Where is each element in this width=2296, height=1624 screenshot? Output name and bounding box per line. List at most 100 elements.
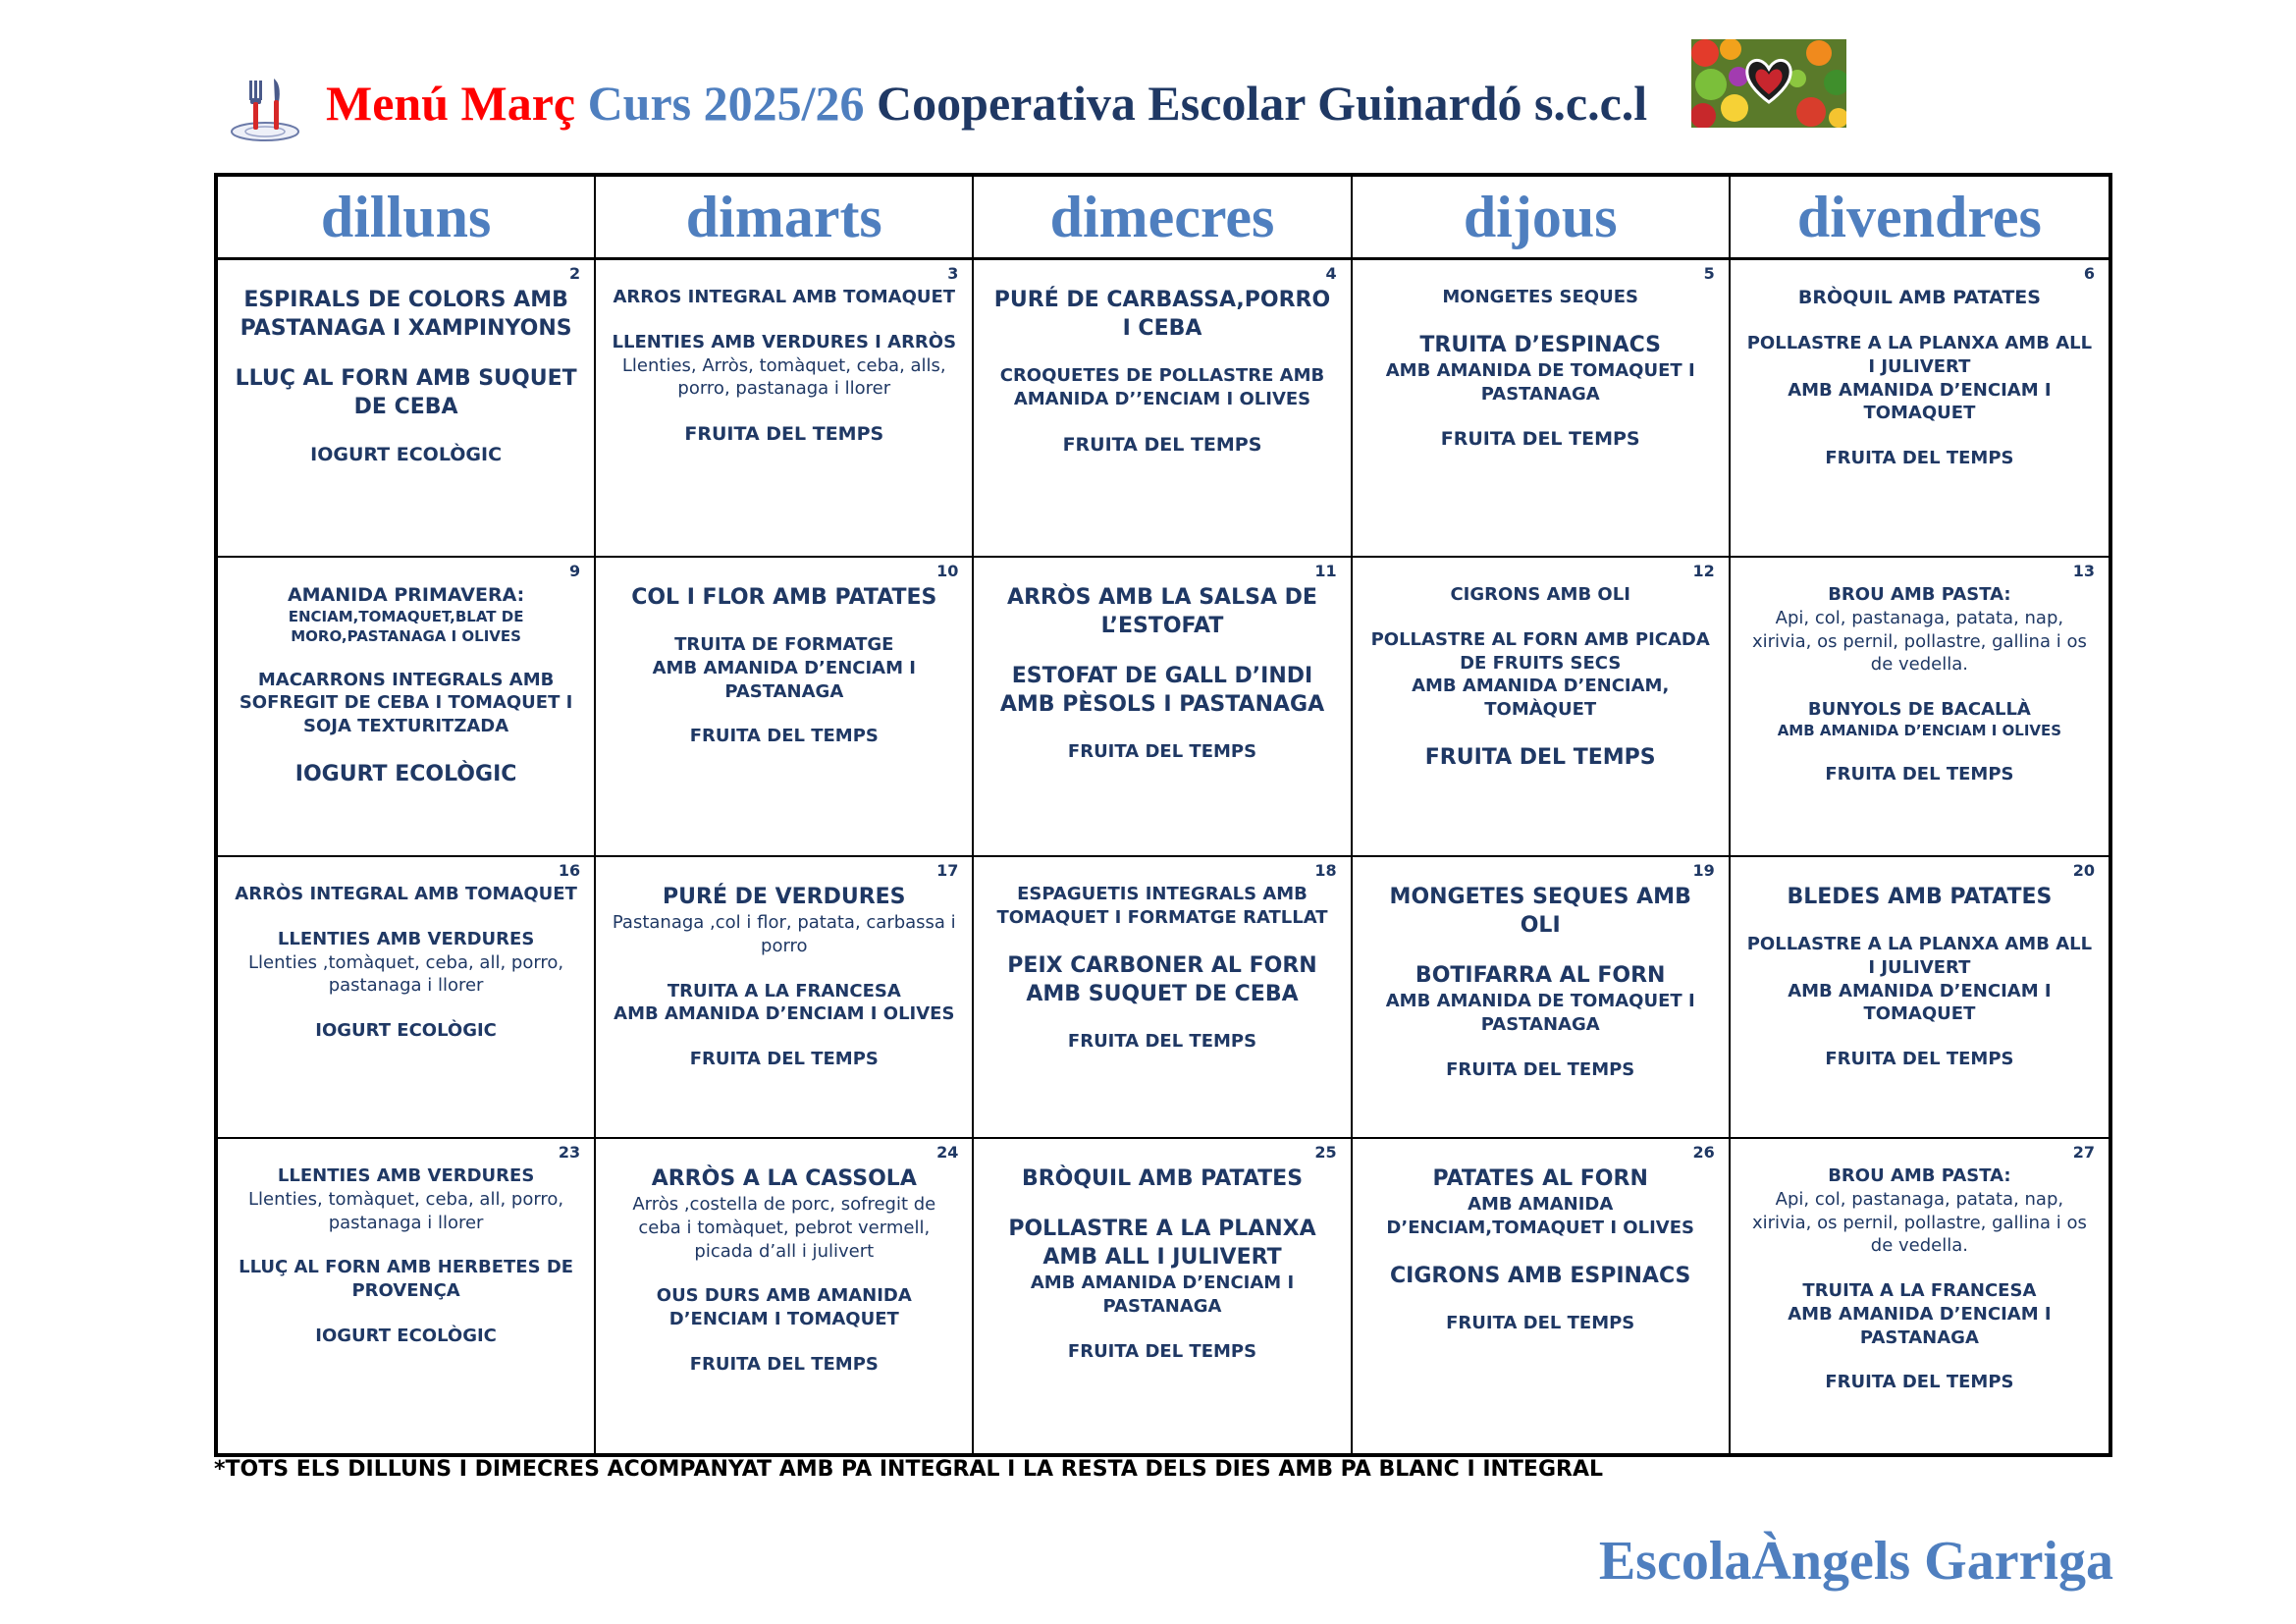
menu-dish: TRUITA D’ESPINACS: [1419, 332, 1661, 357]
day-number: 19: [1692, 861, 1715, 880]
day-number: 18: [1314, 861, 1337, 880]
school-name: EscolaÀngels Garriga: [1598, 1531, 2113, 1592]
menu-dish: Llenties ,tomàquet, ceba, all, porro, pa…: [248, 951, 564, 997]
spacer: [610, 1263, 958, 1284]
menu-dish: FRUITA DEL TEMPS: [689, 726, 879, 747]
spacer: [610, 612, 958, 633]
day-header-4: divendres: [1730, 177, 2109, 260]
menu-dish: POLLASTRE A LA PLANXA AMB ALL I JULIVERT: [1746, 934, 2093, 978]
spacer: [1744, 911, 2095, 933]
spacer: [232, 647, 580, 669]
spacer: [988, 1319, 1336, 1340]
menu-dish: AMB AMANIDA D’ENCIAM, TOMÀQUET: [1412, 676, 1670, 720]
menu-dish: ESPAGUETIS INTEGRALS AMB TOMAQUET I FORM…: [996, 884, 1328, 928]
menu-day-cell: 3 ARROS INTEGRAL AMB TOMAQUET LLENTIES AMB…: [596, 260, 975, 558]
menu-dish: IOGURT ECOLÒGIC: [315, 1325, 497, 1346]
menu-dish: Llenties, Arròs, tomàquet, ceba, alls, p…: [621, 354, 946, 400]
menu-day-cell: 6 BRÒQUIL AMB PATATES POLLASTRE A LA PLANX…: [1730, 260, 2109, 558]
day-header-1: dimarts: [596, 177, 975, 260]
menu-grid: dilluns dimarts dimecres dijous divendres 2 ES…: [214, 173, 2112, 1457]
spacer: [232, 1234, 580, 1256]
spacer: [1366, 1290, 1715, 1312]
menu-day-cell: 20 BLEDES AMB PATATES POLLASTRE A LA PLANX…: [1730, 857, 2109, 1139]
menu-dish: BUNYOLS DE BACALLÀ: [1807, 699, 2031, 720]
spacer: [988, 719, 1336, 740]
cutlery-plate-icon: [231, 79, 299, 141]
spacer: [1744, 741, 2095, 763]
menu-dish: FRUITA DEL TEMPS: [689, 1353, 879, 1375]
title-course: Curs 2025/26: [587, 76, 865, 131]
day-number: 12: [1692, 562, 1715, 580]
menu-dish: PATATES AL FORN: [1432, 1166, 1648, 1191]
menu-dish: IOGURT ECOLÒGIC: [294, 761, 517, 786]
menu-day-cell: 18 ESPAGUETIS INTEGRALS AMB TOMAQUET I FO…: [974, 857, 1353, 1139]
menu-dish: MACARRONS INTEGRALS AMB SOFREGIT DE CEBA…: [239, 669, 573, 737]
menu-dish: AMB AMANIDA D’ENCIAM I PASTANAGA: [1030, 1272, 1295, 1317]
spacer: [1744, 1349, 2095, 1371]
day-number: 9: [569, 562, 581, 580]
menu-day-cell: 24 ARRÒS A LA CASSOLA Arròs ,costella de p…: [596, 1139, 975, 1453]
menu-dish: AMANIDA PRIMAVERA:: [287, 584, 525, 606]
day-number: 6: [2083, 264, 2095, 283]
menu-dish: FRUITA DEL TEMPS: [1067, 741, 1257, 763]
spacer: [610, 958, 958, 980]
menu-dish: FRUITA DEL TEMPS: [1446, 1312, 1635, 1333]
menu-dish: TRUITA A LA FRANCESA: [1802, 1280, 2037, 1301]
menu-dish: IOGURT ECOLÒGIC: [315, 1020, 497, 1041]
menu-dish: FRUITA DEL TEMPS: [684, 423, 884, 445]
menu-dish: POLLASTRE A LA PLANXA AMB ALL I JULIVERT: [1008, 1217, 1316, 1271]
day-header-2: dimecres: [974, 177, 1353, 260]
menu-dish: FRUITA DEL TEMPS: [1440, 428, 1640, 451]
menu-dish: PURÉ DE VERDURES: [663, 885, 906, 909]
menu-day-cell: 27 BROU AMB PASTA: Api, col, pastanaga, pa…: [1731, 1139, 2109, 1453]
menu-dish: ARRÒS A LA CASSOLA: [651, 1166, 917, 1191]
spacer: [232, 906, 580, 928]
menu-dish: POLLASTRE AL FORN AMB PICADA DE FRUITS S…: [1370, 628, 1710, 674]
spacer: [988, 1008, 1336, 1030]
day-number: 16: [558, 861, 581, 880]
spacer: [1744, 310, 2095, 332]
menu-dish: COL I FLOR AMB PATATES: [631, 585, 937, 610]
menu-day-cell: 19 MONGETES SEQUES AMB OLI BOTIFARRA AL FO…: [1352, 857, 1731, 1139]
bread-note: *TOTS ELS DILLUNS I DIMECRES ACOMPANYAT …: [214, 1457, 1604, 1482]
menu-dish: FRUITA DEL TEMPS: [1825, 763, 2014, 785]
menu-dish: FRUITA DEL TEMPS: [1825, 448, 2014, 469]
menu-dish: LLUÇ AL FORN AMB SUQUET DE CEBA: [235, 366, 577, 420]
menu-dish: AMB AMANIDA D’ENCIAM I OLIVES: [614, 1003, 955, 1025]
menu-dish: LLUÇ AL FORN AMB HERBETES DE PROVENÇA: [239, 1257, 574, 1301]
spacer: [988, 640, 1336, 662]
spacer: [610, 1026, 958, 1048]
spacer: [1366, 1240, 1715, 1262]
spacer: [1366, 940, 1715, 961]
spacer: [1366, 607, 1715, 628]
menu-dish: FRUITA DEL TEMPS: [1446, 1058, 1635, 1080]
menu-dish: CIGRONS AMB OLI: [1450, 584, 1630, 605]
menu-dish: ARRÒS INTEGRAL AMB TOMAQUET: [235, 884, 577, 904]
header: Menú Març Curs 2025/26 Cooperativa Escol…: [228, 39, 1877, 149]
day-number: 25: [1314, 1143, 1337, 1162]
menu-dish: BRÒQUIL AMB PATATES: [1797, 287, 2041, 308]
menu-dish: BRÒQUIL AMB PATATES: [1021, 1166, 1304, 1191]
menu-day-cell: 2 ESPIRALS DE COLORS AMB PASTANAGA I XAMP…: [218, 260, 597, 558]
menu-dish: AMB AMANIDA D’ENCIAM I PASTANAGA: [652, 657, 916, 702]
day-number: 20: [2072, 861, 2095, 880]
menu-dish: PEIX CARBONER AL FORN AMB SUQUET DE CEBA: [1007, 952, 1317, 1006]
menu-dish: AMB AMANIDA D’ENCIAM,TOMAQUET I OLIVES: [1386, 1194, 1694, 1238]
menu-day-cell: 11 ARRÒS AMB LA SALSA DE L’ESTOFAT ESTOFAT…: [974, 558, 1353, 857]
menu-dish: ESTOFAT DE GALL D’INDI AMB PÈSOLS I PAST…: [999, 664, 1325, 718]
menu-dish: BOTIFARRA AL FORN: [1415, 963, 1666, 989]
menu-day-cell: 12 CIGRONS AMB OLI POLLASTRE AL FORN AMB P…: [1352, 558, 1731, 857]
menu-day-cell: 26 PATATES AL FORN AMB AMANIDA D’ENCIAM,TO…: [1353, 1139, 1731, 1453]
day-number: 26: [1692, 1143, 1715, 1162]
menu-dish: CIGRONS AMB ESPINACS: [1390, 1263, 1691, 1288]
day-header-3: dijous: [1352, 177, 1731, 260]
spacer: [1744, 1258, 2095, 1279]
menu-dish: ENCIAM,TOMAQUET,BLAT DE MORO,PASTANAGA I…: [288, 608, 524, 645]
spacer: [988, 1193, 1336, 1215]
menu-dish: Pastanaga ,col i flor, patata, carbassa …: [612, 912, 956, 956]
day-number: 17: [936, 861, 959, 880]
spacer: [610, 309, 958, 331]
menu-day-cell: 13 BROU AMB PASTA: Api, col, pastanaga, pa…: [1730, 558, 2109, 857]
menu-dish: IOGURT ECOLÒGIC: [310, 444, 503, 466]
day-number: 4: [1325, 264, 1337, 283]
